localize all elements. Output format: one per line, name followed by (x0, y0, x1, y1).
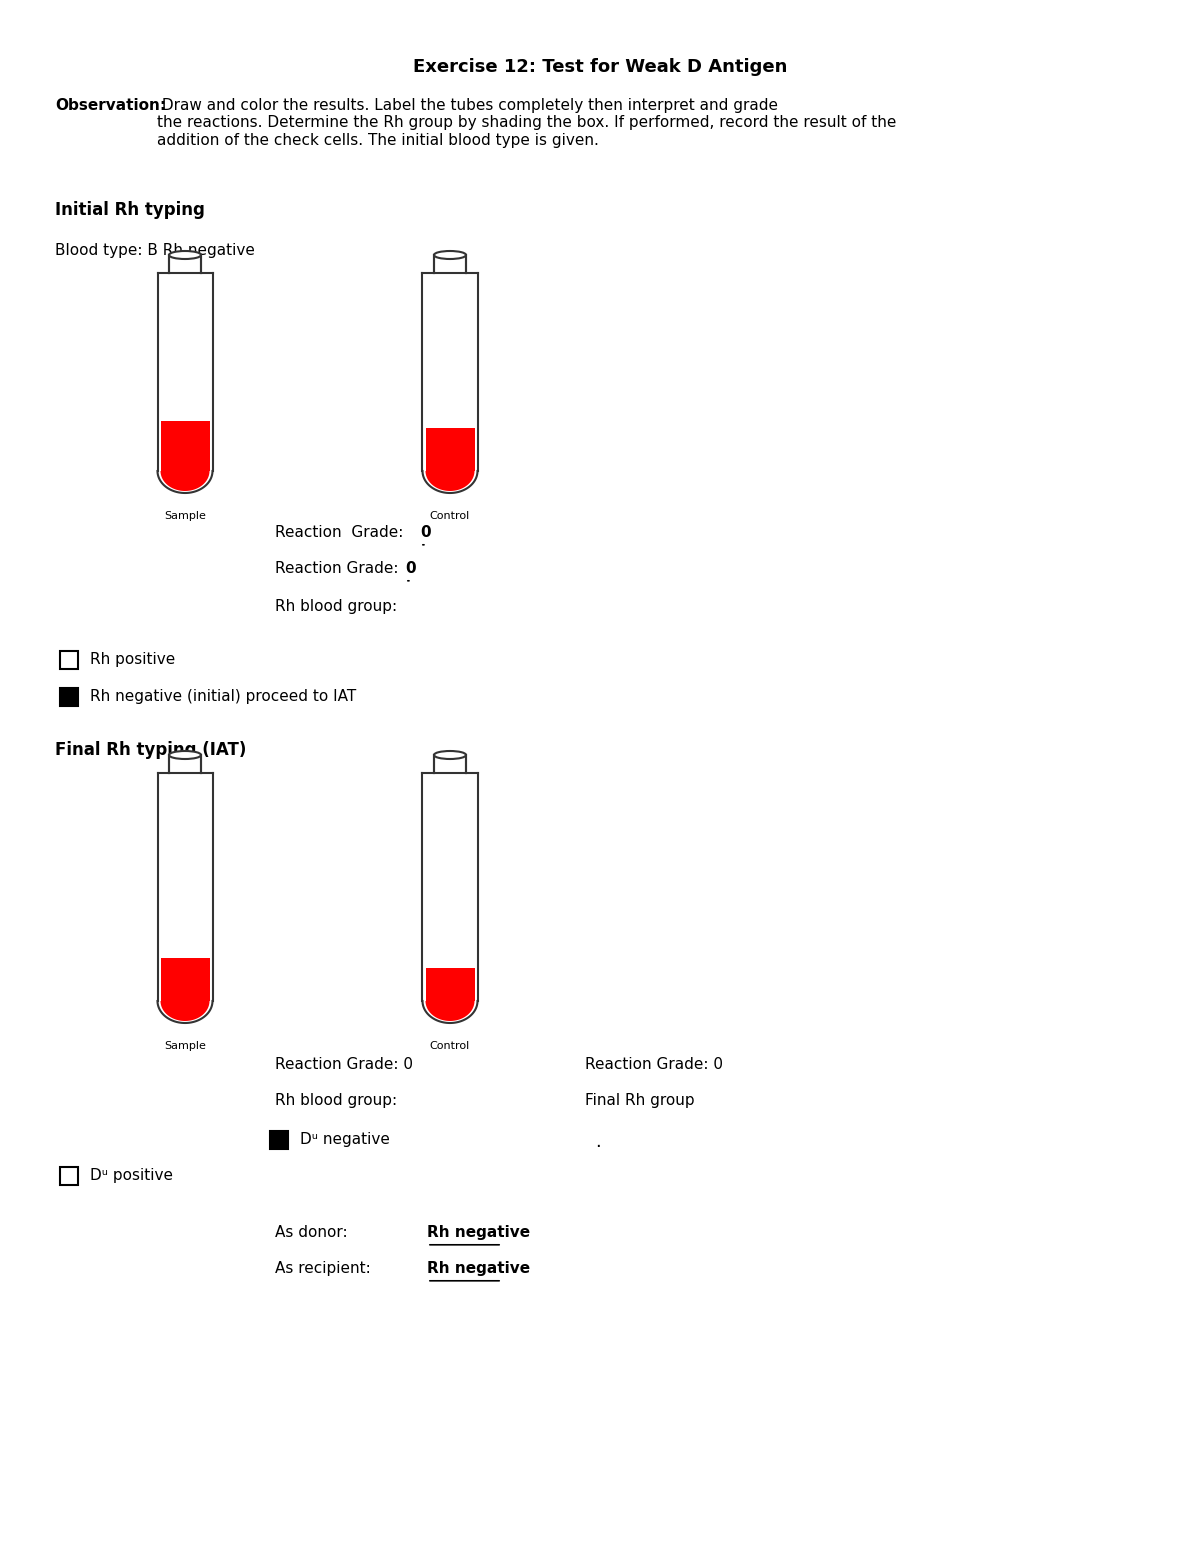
Polygon shape (160, 1002, 210, 1022)
Polygon shape (425, 773, 475, 1002)
Text: As recipient:: As recipient: (275, 1261, 371, 1277)
Text: Draw and color the results. Label the tubes completely then interpret and grade
: Draw and color the results. Label the tu… (157, 98, 896, 148)
Ellipse shape (434, 252, 466, 259)
Text: 0: 0 (420, 525, 431, 540)
Polygon shape (425, 273, 475, 471)
Text: Reaction Grade:: Reaction Grade: (275, 561, 403, 576)
Text: Rh negative: Rh negative (427, 1225, 530, 1239)
Text: 0: 0 (406, 561, 415, 576)
Polygon shape (434, 255, 466, 273)
Text: Sample: Sample (164, 1041, 206, 1051)
Polygon shape (426, 471, 474, 491)
Polygon shape (161, 1002, 210, 1020)
Text: Observation:: Observation: (55, 98, 166, 113)
Polygon shape (434, 755, 466, 773)
Ellipse shape (169, 752, 202, 759)
Polygon shape (160, 471, 210, 492)
Polygon shape (161, 471, 210, 491)
Polygon shape (161, 421, 210, 471)
Polygon shape (426, 429, 474, 471)
Text: Reaction Grade: 0: Reaction Grade: 0 (275, 1058, 413, 1072)
Text: Final Rh group: Final Rh group (586, 1093, 695, 1107)
Polygon shape (425, 1002, 475, 1022)
Text: Final Rh typing (IAT): Final Rh typing (IAT) (55, 741, 246, 759)
Text: Reaction Grade: 0: Reaction Grade: 0 (586, 1058, 722, 1072)
Polygon shape (426, 968, 474, 1002)
Text: Dᵘ positive: Dᵘ positive (90, 1168, 173, 1183)
Text: As donor:: As donor: (275, 1225, 348, 1239)
Text: .: . (595, 1134, 601, 1151)
Bar (60, 651, 78, 669)
Text: Rh negative (initial) proceed to IAT: Rh negative (initial) proceed to IAT (90, 690, 356, 704)
Polygon shape (425, 471, 475, 492)
Text: Control: Control (430, 1041, 470, 1051)
Ellipse shape (434, 752, 466, 759)
Text: Rh positive: Rh positive (90, 652, 175, 666)
Text: Exercise 12: Test for Weak D Antigen: Exercise 12: Test for Weak D Antigen (413, 57, 787, 76)
Text: Dᵘ negative: Dᵘ negative (300, 1132, 390, 1148)
Ellipse shape (169, 252, 202, 259)
Bar (60, 1166, 78, 1185)
Text: Rh negative: Rh negative (427, 1261, 530, 1277)
Polygon shape (169, 755, 202, 773)
Polygon shape (161, 958, 210, 1002)
Polygon shape (426, 1002, 474, 1020)
Polygon shape (160, 273, 210, 471)
Text: Blood type: B Rh negative: Blood type: B Rh negative (55, 242, 254, 258)
Text: Sample: Sample (164, 511, 206, 520)
Text: Reaction  Grade:: Reaction Grade: (275, 525, 408, 540)
Bar (60, 688, 78, 707)
Polygon shape (169, 255, 202, 273)
Text: Initial Rh typing: Initial Rh typing (55, 200, 205, 219)
Polygon shape (160, 773, 210, 1002)
Text: Rh blood group:: Rh blood group: (275, 599, 397, 613)
Bar (270, 1131, 288, 1149)
Text: Control: Control (430, 511, 470, 520)
Text: Rh blood group:: Rh blood group: (275, 1093, 397, 1107)
